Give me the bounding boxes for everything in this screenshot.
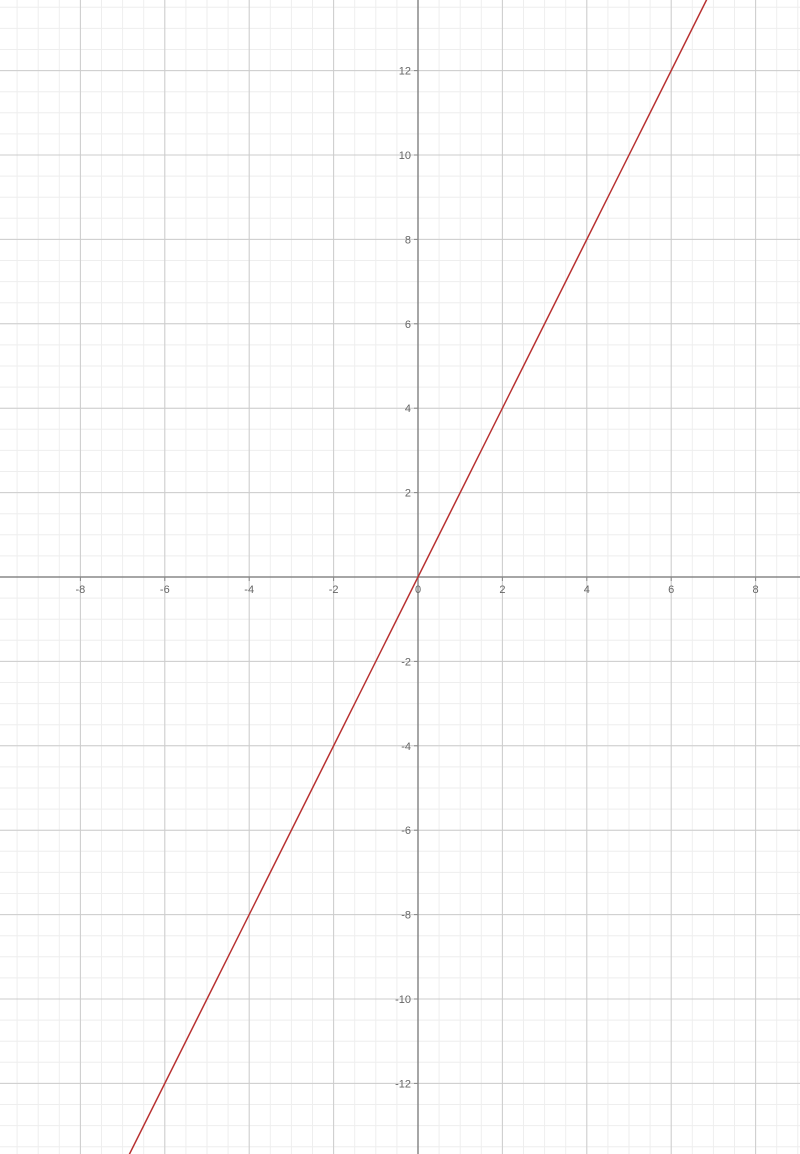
svg-text:2: 2 (499, 584, 505, 596)
svg-text:2: 2 (405, 488, 411, 500)
svg-text:-10: -10 (395, 994, 411, 1006)
svg-text:4: 4 (584, 584, 590, 596)
svg-text:-12: -12 (395, 1078, 411, 1090)
svg-text:-6: -6 (401, 825, 411, 837)
svg-text:-4: -4 (401, 741, 411, 753)
svg-text:-6: -6 (160, 584, 170, 596)
chart-canvas: -8 -6 -4 -2 0 2 4 6 8 -12 -10 -8 -6 -4 -2 2 4 6 8 10 12 (0, 0, 800, 1154)
svg-text:4: 4 (405, 403, 411, 415)
svg-text:-8: -8 (401, 910, 411, 922)
svg-text:0: 0 (415, 584, 421, 596)
svg-text:12: 12 (399, 66, 411, 78)
svg-text:8: 8 (753, 584, 759, 596)
svg-text:6: 6 (668, 584, 674, 596)
svg-text:-4: -4 (244, 584, 254, 596)
svg-text:10: 10 (399, 150, 411, 162)
svg-text:-2: -2 (329, 584, 339, 596)
line-chart: -8 -6 -4 -2 0 2 4 6 8 -12 -10 -8 -6 -4 -2 2 4 6 8 10 12 (0, 0, 800, 1154)
svg-text:-2: -2 (401, 656, 411, 668)
svg-text:8: 8 (405, 234, 411, 246)
svg-text:6: 6 (405, 319, 411, 331)
svg-text:-8: -8 (76, 584, 86, 596)
